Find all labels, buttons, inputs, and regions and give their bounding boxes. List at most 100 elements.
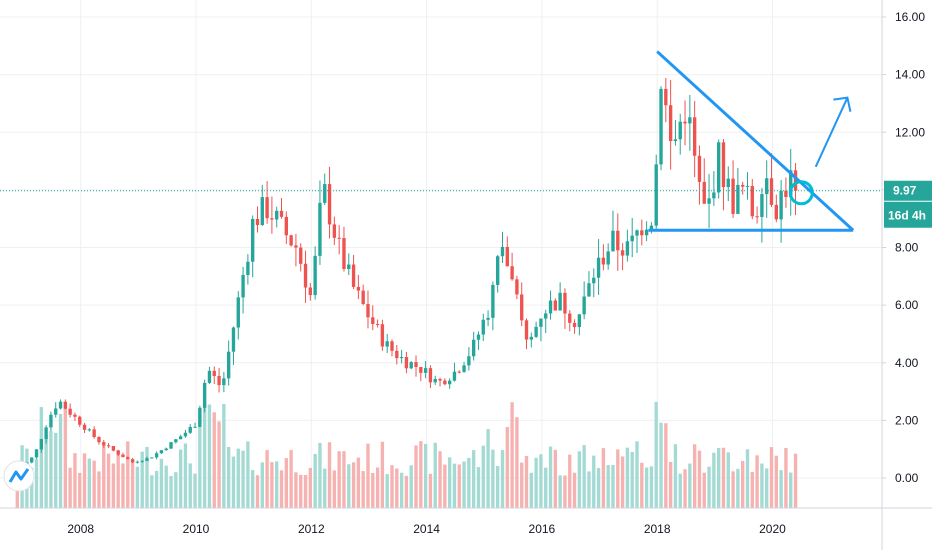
volume-bar: [145, 446, 149, 508]
volume-bar: [241, 450, 245, 508]
candle-body: [496, 256, 500, 285]
volume-bar: [140, 451, 144, 508]
candle-body: [246, 261, 250, 275]
volume-bar: [275, 461, 279, 508]
volume-bar: [63, 408, 68, 508]
candle-body: [337, 237, 341, 239]
candle-body: [697, 155, 702, 182]
volume-bar: [150, 475, 154, 508]
volume-bar: [423, 444, 428, 508]
volume-bar: [481, 445, 485, 508]
candle-body: [741, 184, 745, 187]
candle-body: [596, 257, 601, 278]
volume-bar: [601, 448, 606, 508]
candle-body: [231, 327, 236, 352]
volume-bar: [390, 465, 394, 508]
candle-body: [164, 448, 168, 451]
candle-body: [505, 246, 509, 267]
price-candles: [15, 78, 798, 474]
volume-bar: [640, 462, 644, 508]
volume-bar: [524, 455, 529, 508]
volume-bar: [784, 447, 788, 508]
candle-body: [789, 170, 793, 198]
volume-bar: [106, 453, 111, 508]
grid-lines: [0, 0, 882, 508]
breakout-circle: [788, 180, 814, 206]
candle-body: [289, 235, 293, 246]
x-tick-label: 2012: [298, 522, 325, 536]
volume-bar: [467, 457, 471, 508]
candle-body: [135, 461, 140, 463]
candle-body: [255, 218, 260, 226]
volume-bar: [270, 462, 274, 508]
volume-bar: [611, 464, 615, 508]
candle-body: [760, 194, 764, 217]
volume-bar: [697, 450, 702, 508]
candle-body: [78, 416, 82, 425]
y-tick-label: 0.00: [895, 471, 919, 485]
volume-bar: [568, 454, 572, 508]
volume-bar: [361, 471, 365, 508]
candle-body: [159, 450, 164, 454]
candle-body: [673, 139, 678, 142]
volume-bar: [553, 449, 558, 508]
candle-body: [102, 442, 106, 446]
candle-body: [251, 218, 255, 262]
candle-body: [491, 284, 495, 318]
candle-body: [87, 429, 92, 431]
candle-body: [515, 279, 519, 295]
volume-bar: [419, 441, 423, 508]
candle-body: [683, 121, 687, 124]
volume-bar: [750, 471, 754, 508]
volume-bar: [255, 475, 260, 508]
volume-bar: [82, 453, 87, 508]
candle-body: [356, 286, 361, 291]
candle-body: [226, 351, 231, 379]
volume-bar: [741, 460, 745, 508]
volume-bar: [668, 461, 673, 508]
candle-body: [145, 458, 149, 461]
candle-body: [390, 341, 394, 351]
volume-bar: [327, 442, 332, 508]
volume-bar: [736, 468, 740, 508]
volume-bar: [428, 473, 433, 508]
candle-body: [688, 117, 692, 124]
price-badge-text: 9.97: [893, 184, 917, 198]
candle-body: [380, 324, 385, 347]
projection-arrow-head: [833, 96, 852, 112]
candle-body: [712, 192, 716, 199]
volume-bar: [111, 463, 116, 508]
candle-body: [375, 323, 380, 325]
candle-body: [207, 370, 212, 383]
candle-body: [34, 449, 39, 458]
volume-bar: [375, 467, 380, 508]
candle-body: [649, 225, 654, 230]
volume-bar: [476, 467, 481, 508]
candle-body: [548, 300, 553, 314]
price-badges: 9.97 16d 4h: [884, 180, 932, 228]
volume-bar: [87, 458, 92, 508]
candle-body: [587, 283, 591, 297]
candle-body: [755, 216, 759, 218]
volume-bar: [332, 470, 337, 508]
volume-bar: [496, 466, 500, 508]
candle-body: [544, 313, 548, 319]
candle-body: [126, 457, 130, 460]
candle-body: [366, 304, 370, 318]
x-tick-label: 2020: [759, 522, 786, 536]
volume-bar: [486, 429, 490, 508]
y-tick-label: 6.00: [895, 298, 919, 312]
volume-bar: [649, 466, 654, 508]
candle-body: [217, 375, 221, 386]
y-tick-label: 12.00: [895, 125, 925, 139]
volume-bar: [92, 460, 96, 508]
volume-bar: [212, 412, 216, 508]
candle-body: [327, 184, 332, 225]
volume-bar: [30, 467, 34, 508]
volume-bar: [664, 423, 668, 508]
candle-body: [500, 246, 505, 257]
volume-bar: [39, 407, 43, 508]
volume-bar: [520, 462, 524, 508]
